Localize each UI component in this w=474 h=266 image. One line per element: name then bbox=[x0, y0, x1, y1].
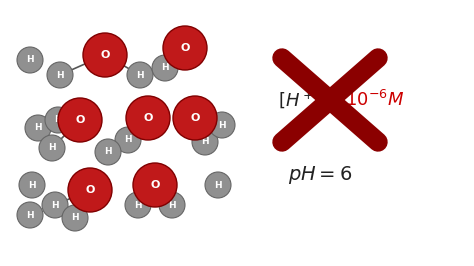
Circle shape bbox=[25, 115, 51, 141]
Circle shape bbox=[126, 96, 170, 140]
Text: H: H bbox=[54, 115, 62, 124]
Circle shape bbox=[133, 163, 177, 207]
Text: H: H bbox=[218, 120, 226, 130]
Text: H: H bbox=[201, 138, 209, 147]
Circle shape bbox=[17, 47, 43, 73]
Text: H: H bbox=[34, 123, 42, 132]
Text: H: H bbox=[124, 135, 132, 144]
Text: O: O bbox=[75, 115, 85, 125]
Text: H: H bbox=[26, 210, 34, 219]
Text: $10^{-6}M$: $10^{-6}M$ bbox=[345, 90, 404, 110]
Text: $[H^+] =$: $[H^+] =$ bbox=[278, 90, 341, 110]
Text: H: H bbox=[104, 148, 112, 156]
Circle shape bbox=[115, 127, 141, 153]
Circle shape bbox=[209, 112, 235, 138]
Circle shape bbox=[19, 172, 45, 198]
Circle shape bbox=[68, 168, 112, 212]
Circle shape bbox=[17, 202, 43, 228]
Text: H: H bbox=[168, 201, 176, 210]
Circle shape bbox=[42, 192, 68, 218]
Circle shape bbox=[192, 129, 218, 155]
Circle shape bbox=[127, 62, 153, 88]
Text: H: H bbox=[134, 201, 142, 210]
Circle shape bbox=[205, 172, 231, 198]
Text: H: H bbox=[26, 56, 34, 64]
Text: H: H bbox=[51, 201, 59, 210]
Circle shape bbox=[62, 205, 88, 231]
Text: H: H bbox=[161, 64, 169, 73]
Circle shape bbox=[47, 62, 73, 88]
Circle shape bbox=[152, 55, 178, 81]
Text: $pH = 6$: $pH = 6$ bbox=[288, 164, 352, 186]
Text: H: H bbox=[214, 181, 222, 189]
Circle shape bbox=[83, 33, 127, 77]
Circle shape bbox=[159, 192, 185, 218]
Text: O: O bbox=[191, 113, 200, 123]
Text: O: O bbox=[180, 43, 190, 53]
Text: H: H bbox=[48, 143, 56, 152]
Circle shape bbox=[58, 98, 102, 142]
Circle shape bbox=[45, 107, 71, 133]
Text: O: O bbox=[85, 185, 95, 195]
Text: H: H bbox=[28, 181, 36, 189]
Text: H: H bbox=[136, 70, 144, 80]
Circle shape bbox=[95, 139, 121, 165]
Text: O: O bbox=[100, 50, 109, 60]
Text: O: O bbox=[143, 113, 153, 123]
Circle shape bbox=[125, 192, 151, 218]
Text: H: H bbox=[71, 214, 79, 222]
Circle shape bbox=[163, 26, 207, 70]
Circle shape bbox=[39, 135, 65, 161]
Circle shape bbox=[173, 96, 217, 140]
Text: H: H bbox=[56, 70, 64, 80]
Text: O: O bbox=[150, 180, 160, 190]
